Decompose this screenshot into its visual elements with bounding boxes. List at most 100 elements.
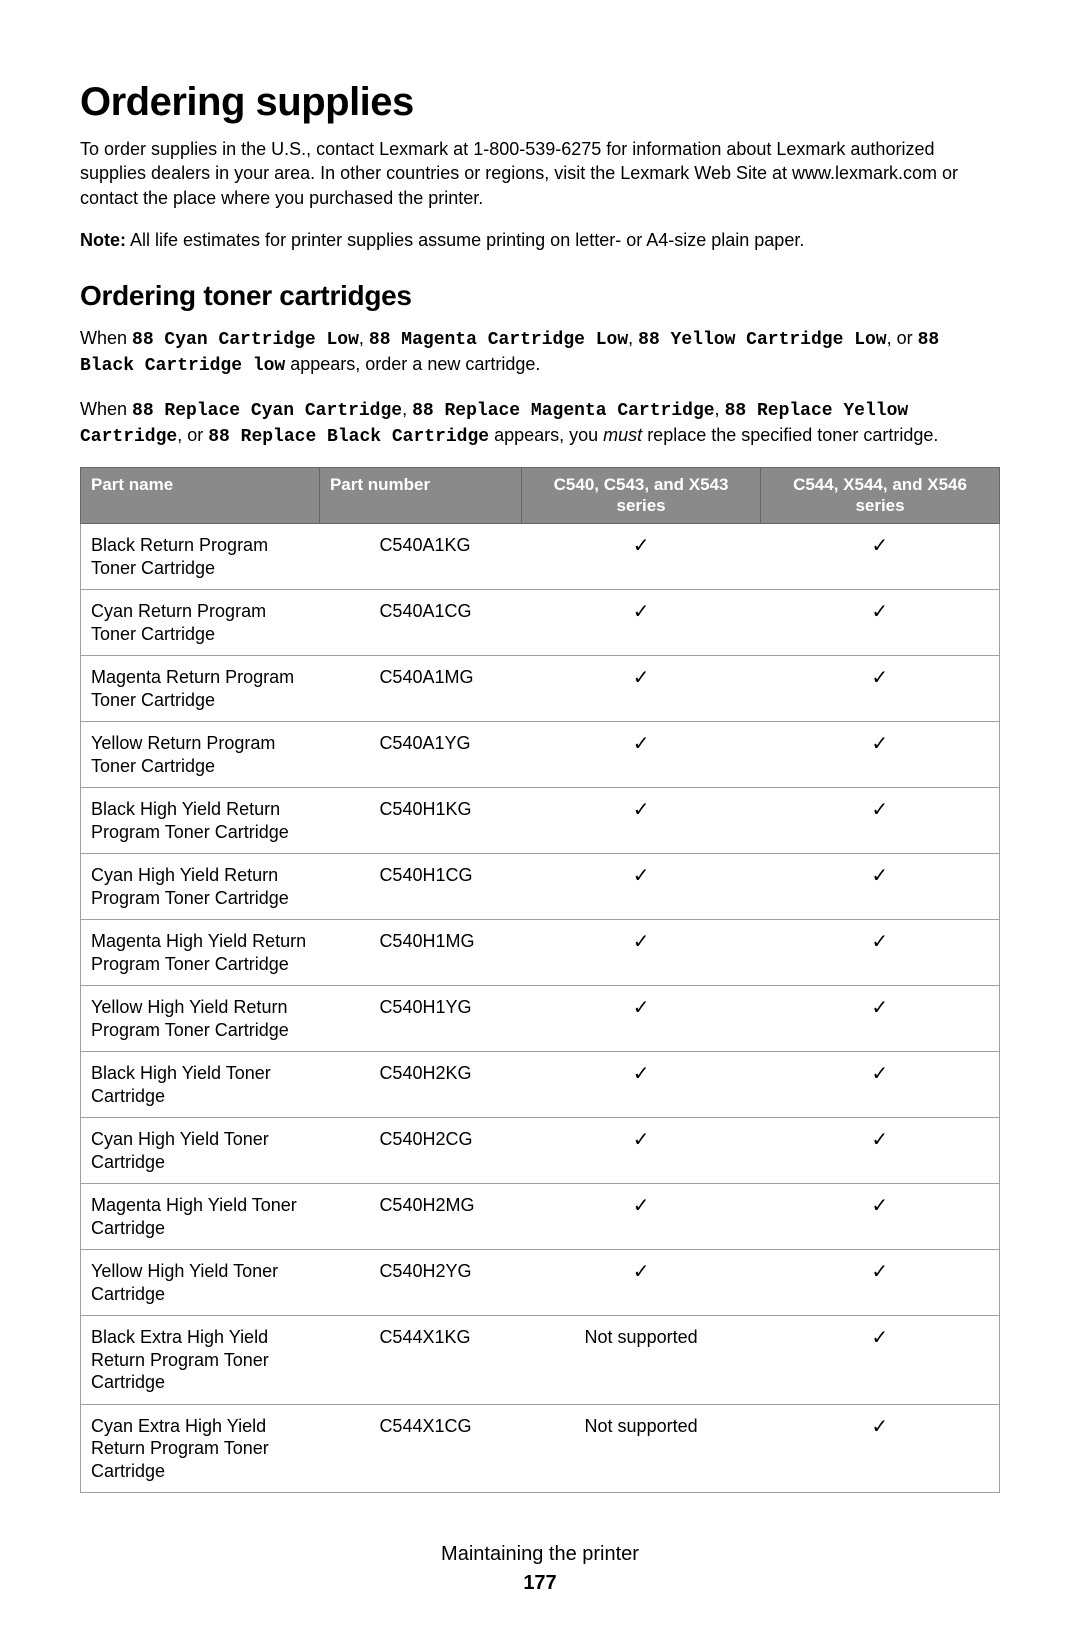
check-icon: ✓ xyxy=(633,733,650,755)
cell-c540: ✓ xyxy=(522,1118,761,1184)
table-row: Yellow High Yield Return Program Toner C… xyxy=(81,986,1000,1052)
cell-part-name: Cyan Extra High Yield Return Program Ton… xyxy=(81,1404,320,1493)
note-paragraph: Note: All life estimates for printer sup… xyxy=(80,228,1000,252)
section-title: Ordering toner cartridges xyxy=(80,280,1000,312)
check-icon: ✓ xyxy=(633,1261,650,1283)
document-page: Ordering supplies To order supplies in t… xyxy=(0,0,1080,1635)
table-row: Cyan High Yield Return Program Toner Car… xyxy=(81,854,1000,920)
check-icon: ✓ xyxy=(871,997,888,1019)
check-icon: ✓ xyxy=(871,1063,888,1085)
table-row: Magenta High Yield Return Program Toner … xyxy=(81,920,1000,986)
cell-part-name: Cyan Return Program Toner Cartridge xyxy=(81,590,320,656)
check-icon: ✓ xyxy=(633,667,650,689)
check-icon: ✓ xyxy=(871,733,888,755)
cell-c544: ✓ xyxy=(761,854,1000,920)
cell-part-number: C544X1CG xyxy=(319,1404,521,1493)
cell-c540: Not supported xyxy=(522,1404,761,1493)
cell-part-number: C540A1MG xyxy=(319,656,521,722)
cell-c544: ✓ xyxy=(761,722,1000,788)
note-label: Note: xyxy=(80,230,126,250)
paragraph-cartridge-replace: When 88 Replace Cyan Cartridge, 88 Repla… xyxy=(80,397,1000,450)
cartridge-table: Part name Part number C540, C543, and X5… xyxy=(80,467,1000,1493)
table-row: Yellow Return Program Toner CartridgeC54… xyxy=(81,722,1000,788)
cell-part-name: Magenta High Yield Toner Cartridge xyxy=(81,1184,320,1250)
cell-c540: ✓ xyxy=(522,656,761,722)
table-header-row: Part name Part number C540, C543, and X5… xyxy=(81,468,1000,524)
check-icon: ✓ xyxy=(633,997,650,1019)
cell-c544: ✓ xyxy=(761,1184,1000,1250)
cell-c544: ✓ xyxy=(761,1316,1000,1405)
cell-c544: ✓ xyxy=(761,1052,1000,1118)
cell-c540: ✓ xyxy=(522,854,761,920)
must-text: must xyxy=(603,425,642,445)
msg-magenta-low: 88 Magenta Cartridge Low xyxy=(369,330,628,350)
cell-part-name: Yellow High Yield Return Program Toner C… xyxy=(81,986,320,1052)
paragraph-cartridge-low: When 88 Cyan Cartridge Low, 88 Magenta C… xyxy=(80,326,1000,379)
check-icon: ✓ xyxy=(633,799,650,821)
cell-c544: ✓ xyxy=(761,1118,1000,1184)
cell-c544: ✓ xyxy=(761,986,1000,1052)
cell-part-number: C540A1CG xyxy=(319,590,521,656)
cell-c540: ✓ xyxy=(522,1052,761,1118)
cell-part-name: Yellow High Yield Toner Cartridge xyxy=(81,1250,320,1316)
cell-part-name: Black Extra High Yield Return Program To… xyxy=(81,1316,320,1405)
cell-part-number: C544X1KG xyxy=(319,1316,521,1405)
footer-page-number: 177 xyxy=(80,1572,1000,1595)
cell-c544: ✓ xyxy=(761,1404,1000,1493)
cell-c544: ✓ xyxy=(761,920,1000,986)
msg-replace-cyan: 88 Replace Cyan Cartridge xyxy=(132,401,402,421)
check-icon: ✓ xyxy=(633,535,650,557)
cell-part-name: Magenta High Yield Return Program Toner … xyxy=(81,920,320,986)
table-row: Yellow High Yield Toner CartridgeC540H2Y… xyxy=(81,1250,1000,1316)
msg-replace-black: 88 Replace Black Cartridge xyxy=(208,427,489,447)
check-icon: ✓ xyxy=(871,865,888,887)
footer-section-title: Maintaining the printer xyxy=(80,1543,1000,1566)
cell-c540: ✓ xyxy=(522,986,761,1052)
msg-cyan-low: 88 Cyan Cartridge Low xyxy=(132,330,359,350)
cell-part-number: C540H1MG xyxy=(319,920,521,986)
msg-yellow-low: 88 Yellow Cartridge Low xyxy=(638,330,886,350)
cell-c540: ✓ xyxy=(522,920,761,986)
col-part-number: Part number xyxy=(319,468,521,524)
check-icon: ✓ xyxy=(871,1195,888,1217)
check-icon: ✓ xyxy=(871,601,888,623)
table-row: Cyan High Yield Toner CartridgeC540H2CG✓… xyxy=(81,1118,1000,1184)
cell-part-number: C540H1CG xyxy=(319,854,521,920)
page-footer: Maintaining the printer 177 xyxy=(80,1543,1000,1595)
cell-part-name: Magenta Return Program Toner Cartridge xyxy=(81,656,320,722)
cell-c540: ✓ xyxy=(522,590,761,656)
col-part-name: Part name xyxy=(81,468,320,524)
cell-part-number: C540H2YG xyxy=(319,1250,521,1316)
cell-part-name: Cyan High Yield Toner Cartridge xyxy=(81,1118,320,1184)
table-row: Cyan Extra High Yield Return Program Ton… xyxy=(81,1404,1000,1493)
cell-part-number: C540H2MG xyxy=(319,1184,521,1250)
check-icon: ✓ xyxy=(871,1261,888,1283)
cell-c540: Not supported xyxy=(522,1316,761,1405)
cell-part-number: C540H2KG xyxy=(319,1052,521,1118)
cell-part-number: C540H1KG xyxy=(319,788,521,854)
check-icon: ✓ xyxy=(871,1327,888,1349)
cell-part-name: Black High Yield Toner Cartridge xyxy=(81,1052,320,1118)
table-row: Black Return Program Toner CartridgeC540… xyxy=(81,524,1000,590)
cell-part-name: Cyan High Yield Return Program Toner Car… xyxy=(81,854,320,920)
table-row: Magenta Return Program Toner CartridgeC5… xyxy=(81,656,1000,722)
check-icon: ✓ xyxy=(633,1195,650,1217)
table-row: Black High Yield Toner CartridgeC540H2KG… xyxy=(81,1052,1000,1118)
cell-part-name: Black Return Program Toner Cartridge xyxy=(81,524,320,590)
col-c544-series: C544, X544, and X546 series xyxy=(761,468,1000,524)
cell-c544: ✓ xyxy=(761,590,1000,656)
cell-c544: ✓ xyxy=(761,524,1000,590)
cell-c540: ✓ xyxy=(522,1184,761,1250)
check-icon: ✓ xyxy=(633,1129,650,1151)
check-icon: ✓ xyxy=(871,667,888,689)
check-icon: ✓ xyxy=(871,535,888,557)
intro-paragraph: To order supplies in the U.S., contact L… xyxy=(80,137,1000,210)
cell-part-number: C540A1YG xyxy=(319,722,521,788)
check-icon: ✓ xyxy=(871,799,888,821)
cell-part-name: Black High Yield Return Program Toner Ca… xyxy=(81,788,320,854)
table-row: Magenta High Yield Toner CartridgeC540H2… xyxy=(81,1184,1000,1250)
cell-c544: ✓ xyxy=(761,788,1000,854)
check-icon: ✓ xyxy=(633,931,650,953)
check-icon: ✓ xyxy=(871,1129,888,1151)
cell-part-name: Yellow Return Program Toner Cartridge xyxy=(81,722,320,788)
